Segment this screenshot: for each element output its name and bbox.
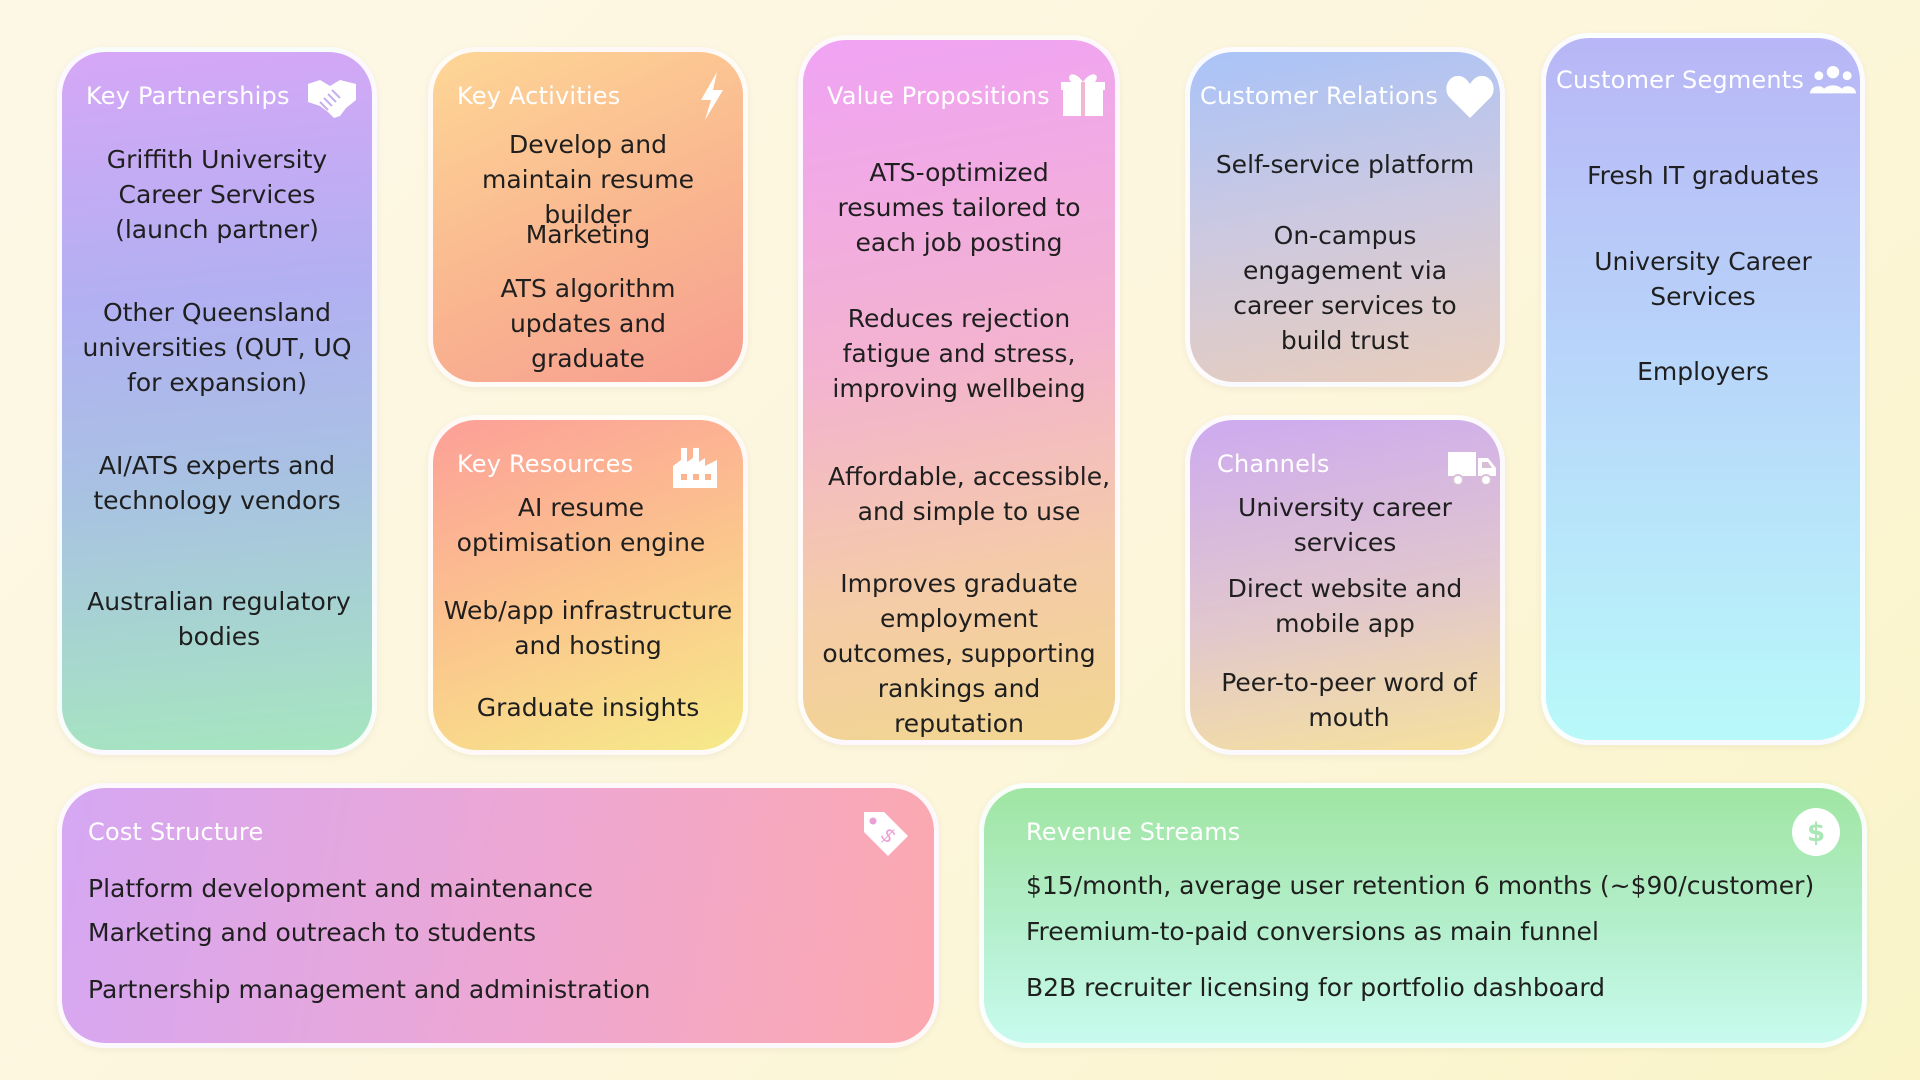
key-activities-item: Marketing [525, 220, 651, 249]
key-resources-title: Key Resources [457, 450, 634, 478]
factory-icon [669, 440, 721, 492]
customer-segments-title: Customer Segments [1556, 66, 1805, 94]
channels-item: University career services [1238, 493, 1452, 557]
value-propositions-card: Value Propositions ATS-optimized resumes… [798, 35, 1120, 745]
value-propositions-title: Value Propositions [827, 82, 1050, 110]
key-activities-card: Key Activities Develop and maintain resu… [428, 47, 748, 387]
revenue-streams-item: $15/month, average user retention 6 mont… [1026, 871, 1815, 900]
customer-relations-item: Self-service platform [1215, 150, 1475, 179]
customer-relations-title: Customer Relations [1200, 82, 1439, 110]
key-resources-item: Web/app infrastructure and hosting [443, 596, 733, 660]
revenue-streams-item: Freemium-to-paid conversions as main fun… [1026, 917, 1599, 946]
revenue-streams-title: Revenue Streams [1026, 818, 1241, 846]
dollar-coin-icon: $ [1790, 806, 1842, 858]
key-activities-item: ATS algorithm updates and graduate emplo… [460, 274, 717, 382]
value-propositions-item: Affordable, accessible, and simple to us… [827, 462, 1111, 526]
channels-title: Channels [1217, 450, 1330, 478]
key-partnerships-item: Other Queensland universities (QUT, UQ f… [82, 298, 352, 397]
key-partnerships-item: Australian regulatory bodies [87, 587, 351, 651]
value-propositions-item: Improves graduate employment outcomes, s… [822, 569, 1096, 738]
customer-segments-item: Fresh IT graduates [1587, 161, 1819, 190]
customer-segments-item: Employers [1637, 357, 1769, 386]
key-resources-card: Key Resources AI resume optimisation eng… [428, 415, 748, 755]
customer-relations-card: Customer Relations Self-service platform… [1185, 47, 1505, 387]
cost-structure-item: Marketing and outreach to students [88, 918, 537, 947]
key-partnerships-title: Key Partnerships [86, 82, 290, 110]
key-partnerships-item: Griffith University Career Services (lau… [106, 145, 328, 244]
lightning-icon [685, 70, 737, 122]
channels-item: Direct website and mobile app [1227, 574, 1463, 638]
key-partnerships-item: AI/ATS experts and technology vendors [93, 451, 341, 515]
channels-item: Peer-to-peer word of mouth [1221, 668, 1477, 732]
cost-structure-item: Platform development and maintenance [88, 874, 594, 903]
key-activities-title: Key Activities [457, 82, 621, 110]
gift-icon [1057, 68, 1109, 120]
customer-segments-item: University Career Services [1594, 247, 1812, 311]
svg-text:$: $ [1807, 818, 1825, 848]
cost-structure-card: Cost Structure $ Platform development an… [57, 783, 939, 1048]
customer-relations-item: On-campus engagement via career services… [1233, 221, 1457, 355]
people-group-icon [1810, 58, 1856, 104]
revenue-streams-card: Revenue Streams $ $15/month, average use… [979, 783, 1867, 1048]
channels-card: Channels University career services Dire… [1185, 415, 1505, 755]
handshake-icon [306, 72, 358, 124]
price-tag-icon: $ [860, 806, 912, 858]
truck-icon [1446, 440, 1498, 492]
key-activities-item: Develop and maintain resume builder [481, 130, 695, 229]
value-propositions-item: Reduces rejection fatigue and stress, im… [832, 304, 1086, 403]
cost-structure-item: Partnership management and administratio… [88, 975, 651, 1004]
revenue-streams-item: B2B recruiter licensing for portfolio da… [1026, 973, 1606, 1002]
customer-segments-card: Customer Segments Fresh IT graduates Uni… [1541, 33, 1865, 745]
key-partnerships-card: Key Partnerships Griffith University Car… [57, 47, 377, 755]
key-resources-item: AI resume optimisation engine [456, 493, 706, 557]
value-propositions-item: ATS-optimized resumes tailored to each j… [837, 158, 1081, 257]
heart-icon [1444, 70, 1496, 122]
key-resources-item: Graduate insights [476, 693, 700, 722]
cost-structure-title: Cost Structure [88, 818, 264, 846]
